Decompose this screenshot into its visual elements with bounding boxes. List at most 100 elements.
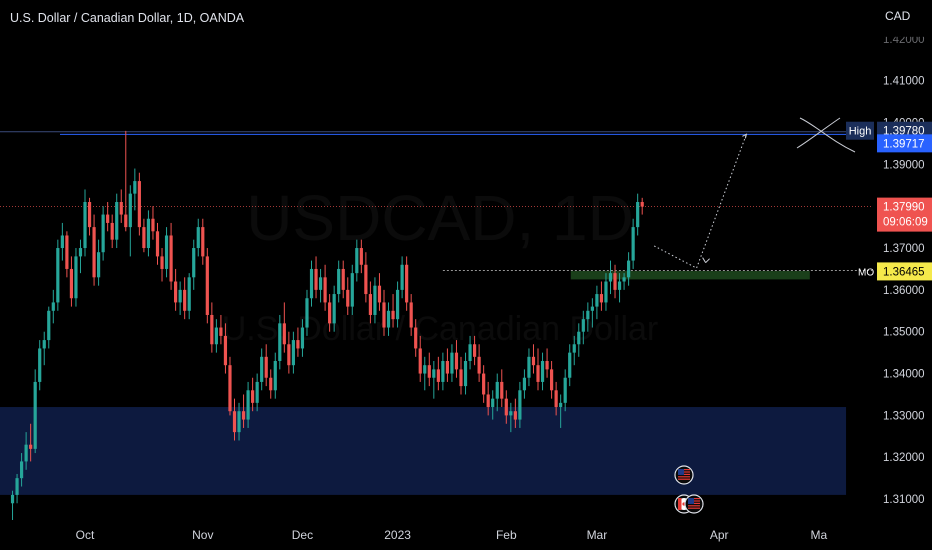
event-flag-us-icon[interactable] — [674, 465, 694, 485]
candle-body — [309, 268, 314, 299]
candle — [472, 335, 477, 366]
candle — [341, 260, 345, 299]
event-flag-us-icon[interactable] — [684, 494, 704, 514]
projection-path[interactable] — [653, 134, 747, 269]
candle-body — [400, 264, 404, 290]
candle-body — [350, 273, 354, 307]
event-markers[interactable] — [674, 465, 704, 514]
candle-body — [260, 356, 264, 382]
candle-body — [513, 411, 517, 420]
time-axis[interactable]: Oct Nov Dec 2023 Feb Mar Apr Ma — [76, 528, 828, 542]
candle — [56, 239, 60, 311]
candle — [427, 352, 431, 387]
candle-body — [572, 344, 576, 353]
candle-body — [463, 361, 468, 387]
candle — [527, 348, 531, 387]
candle-body — [42, 340, 46, 349]
candle — [382, 289, 386, 336]
candle — [137, 172, 141, 236]
candle — [33, 369, 37, 454]
candle — [468, 335, 472, 370]
candle-body — [65, 235, 69, 269]
watermark-symbol: USDCAD, 1D — [246, 182, 634, 254]
candle — [169, 222, 173, 290]
candle-body — [101, 214, 105, 253]
candle-body — [133, 181, 137, 194]
candle-body — [169, 235, 173, 282]
candle-body — [300, 327, 305, 349]
candle — [223, 323, 228, 374]
mo-price-label: 1.36465 — [883, 266, 925, 278]
candle-body — [69, 268, 74, 299]
flag-stripe — [688, 505, 700, 507]
x-tick-label: Oct — [76, 528, 95, 542]
y-tick-label: 1.37000 — [883, 243, 925, 255]
candle-body — [223, 335, 228, 366]
candle — [87, 197, 92, 236]
y-tick-label: 1.34000 — [883, 369, 925, 381]
candle-body — [255, 381, 259, 403]
candle-body — [518, 390, 522, 420]
drawings[interactable] — [653, 117, 856, 269]
candle — [205, 248, 209, 324]
candle-body — [164, 235, 169, 269]
candle — [142, 218, 146, 253]
candle-body — [124, 214, 128, 228]
cross-mark-stroke-1[interactable] — [799, 117, 856, 153]
candle-body — [74, 256, 78, 299]
candle-body — [119, 202, 123, 215]
candle — [110, 214, 114, 249]
candle — [423, 356, 427, 391]
candle — [78, 239, 83, 274]
candle-body — [577, 331, 581, 345]
candle-body — [527, 356, 531, 378]
projection-arrow[interactable] — [742, 133, 748, 139]
candle — [260, 348, 264, 391]
cross-mark-stroke-2[interactable] — [796, 117, 841, 149]
candle-body — [522, 377, 527, 391]
candle — [400, 256, 404, 299]
candle — [405, 256, 409, 311]
candle-body — [237, 411, 241, 433]
candle — [219, 314, 223, 345]
projection-arrow-down[interactable] — [702, 257, 710, 264]
candle-body — [364, 264, 368, 295]
candle-body — [115, 202, 119, 240]
candle — [323, 264, 327, 311]
candle-body — [509, 411, 513, 416]
candle-body — [278, 323, 282, 362]
candle — [29, 423, 33, 462]
candle-body — [97, 252, 101, 278]
candle — [572, 335, 576, 366]
candle-body — [174, 281, 178, 303]
candle — [314, 256, 318, 299]
candle-body — [155, 231, 160, 257]
y-tick-label: 1.32000 — [883, 452, 925, 464]
candle-body — [450, 352, 454, 374]
candle-body — [210, 314, 214, 345]
candle — [477, 344, 481, 382]
flag-canton — [688, 498, 694, 504]
candle-body — [47, 310, 51, 341]
candle-body — [269, 377, 273, 391]
candle-body — [51, 302, 55, 311]
price-axis[interactable]: 1.31000 1.32000 1.33000 1.34000 1.35000 1.360… — [878, 0, 932, 506]
candle — [599, 281, 604, 311]
candle — [300, 319, 305, 357]
candle — [69, 256, 74, 307]
candle-body — [418, 348, 422, 374]
flag-stripe — [678, 476, 690, 478]
candle-body — [377, 285, 382, 303]
candle — [201, 218, 205, 265]
y-tick-label: 1.36000 — [883, 285, 925, 297]
candle-body — [337, 268, 341, 295]
y-tick-label: 1.41000 — [883, 76, 925, 88]
x-tick-label: Feb — [496, 528, 517, 542]
candle — [436, 356, 440, 391]
candle — [545, 348, 549, 378]
candle — [559, 394, 563, 428]
candle — [232, 398, 237, 441]
candle-body — [110, 222, 114, 240]
